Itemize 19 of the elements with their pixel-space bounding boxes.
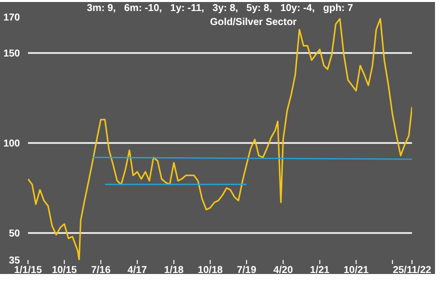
x-tick-label: 4/20 [273, 265, 294, 276]
line-series [28, 18, 412, 260]
x-tick-label: 10/15 [52, 265, 78, 276]
x-tick-label: 1/1/15 [14, 265, 42, 276]
chart-subtitle: Gold/Silver Sector [210, 17, 297, 28]
y-tick-label: 150 [3, 48, 20, 60]
x-tick-label: 1/18 [164, 265, 184, 276]
y-tick-label: 35 [8, 256, 20, 267]
x-tick-label: 1/21 [310, 265, 330, 276]
x-tick-label: 7/16 [91, 265, 111, 276]
x-tick-label: 10/21 [344, 265, 370, 276]
x-tick-label: 4/17 [128, 265, 148, 276]
x-tick-label: 7/19 [236, 265, 257, 276]
x-tick-label: 25/11/22 [392, 265, 432, 276]
y-tick-label: 100 [3, 138, 20, 150]
x-tick-label: 10/18 [198, 265, 224, 276]
y-tick-label: 170 [3, 12, 20, 24]
y-tick-label: 50 [8, 228, 20, 240]
chart-title: 3m: 9, 6m: -10, 1y: -11, 3y: 8, 5y: 8, 10y: -4, gph: 7 [86, 3, 354, 14]
